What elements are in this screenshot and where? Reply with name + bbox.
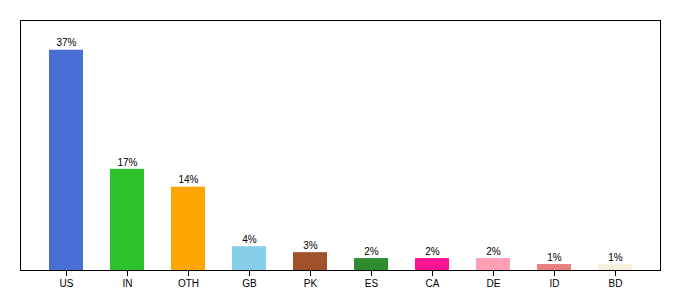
svg-text:IN: IN — [123, 278, 133, 289]
svg-text:ES: ES — [365, 278, 379, 289]
svg-text:14%: 14% — [178, 174, 198, 185]
svg-text:2%: 2% — [364, 246, 379, 257]
svg-text:US: US — [60, 278, 74, 289]
svg-text:GB: GB — [242, 278, 257, 289]
svg-text:2%: 2% — [425, 246, 440, 257]
svg-text:37%: 37% — [56, 37, 76, 48]
svg-text:BD: BD — [609, 278, 623, 289]
svg-text:2%: 2% — [486, 246, 501, 257]
svg-text:4%: 4% — [242, 234, 257, 245]
svg-text:3%: 3% — [303, 240, 318, 251]
svg-text:1%: 1% — [547, 252, 562, 263]
svg-text:PK: PK — [304, 278, 318, 289]
svg-text:CA: CA — [426, 278, 440, 289]
svg-text:DE: DE — [487, 278, 501, 289]
svg-text:17%: 17% — [117, 157, 137, 168]
svg-text:ID: ID — [550, 278, 560, 289]
svg-text:OTH: OTH — [178, 278, 199, 289]
svg-text:1%: 1% — [608, 252, 623, 263]
